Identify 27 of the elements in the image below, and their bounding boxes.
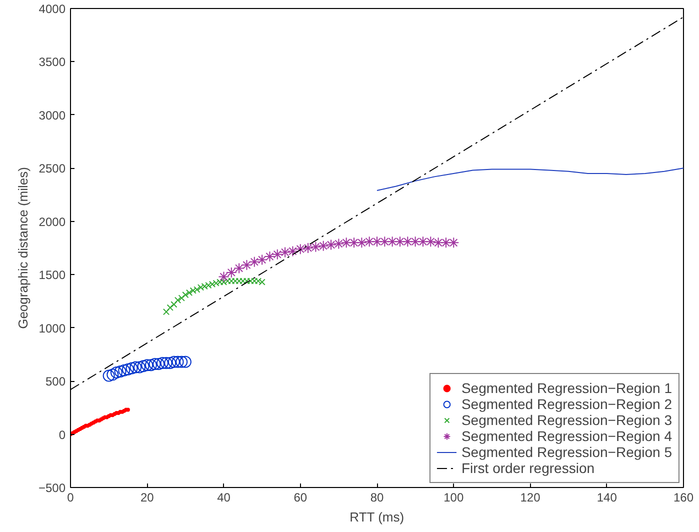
legend-label: First order regression xyxy=(461,460,595,476)
legend-label: Segmented Regression−Region 3 xyxy=(461,412,672,428)
x-axis-title: RTT (ms) xyxy=(350,510,404,524)
x-tick-label: 80 xyxy=(370,490,384,504)
x-tick-label: 160 xyxy=(673,490,694,504)
x-tick-label: 20 xyxy=(140,490,154,504)
y-tick-label: 3000 xyxy=(38,108,66,122)
y-tick-label: 500 xyxy=(45,374,66,389)
y-tick-label: −500 xyxy=(38,481,66,495)
legend-label: Segmented Regression−Region 1 xyxy=(461,380,672,396)
x-tick-label: 120 xyxy=(520,490,541,504)
legend-label: Segmented Regression−Region 5 xyxy=(461,444,672,460)
y-tick-label: 0 xyxy=(58,428,66,442)
x-tick-label: 0 xyxy=(67,490,74,504)
y-tick-label: 2500 xyxy=(38,162,66,176)
x-tick-label: 60 xyxy=(294,490,308,504)
y-tick-label: 4000 xyxy=(38,2,66,16)
y-tick-label: 1000 xyxy=(38,321,66,336)
x-tick-label: 140 xyxy=(596,490,618,504)
legend-label: Segmented Regression−Region 2 xyxy=(461,396,672,412)
y-tick-label: 1500 xyxy=(38,268,66,282)
y-axis-title: Geographic distance (miles) xyxy=(15,167,30,329)
y-tick-label: 3500 xyxy=(38,55,66,70)
y-tick-label: 2000 xyxy=(38,214,66,229)
legend-label: Segmented Regression−Region 4 xyxy=(461,428,672,444)
x-tick-label: 100 xyxy=(444,490,464,504)
x-tick-label: 40 xyxy=(217,490,231,504)
